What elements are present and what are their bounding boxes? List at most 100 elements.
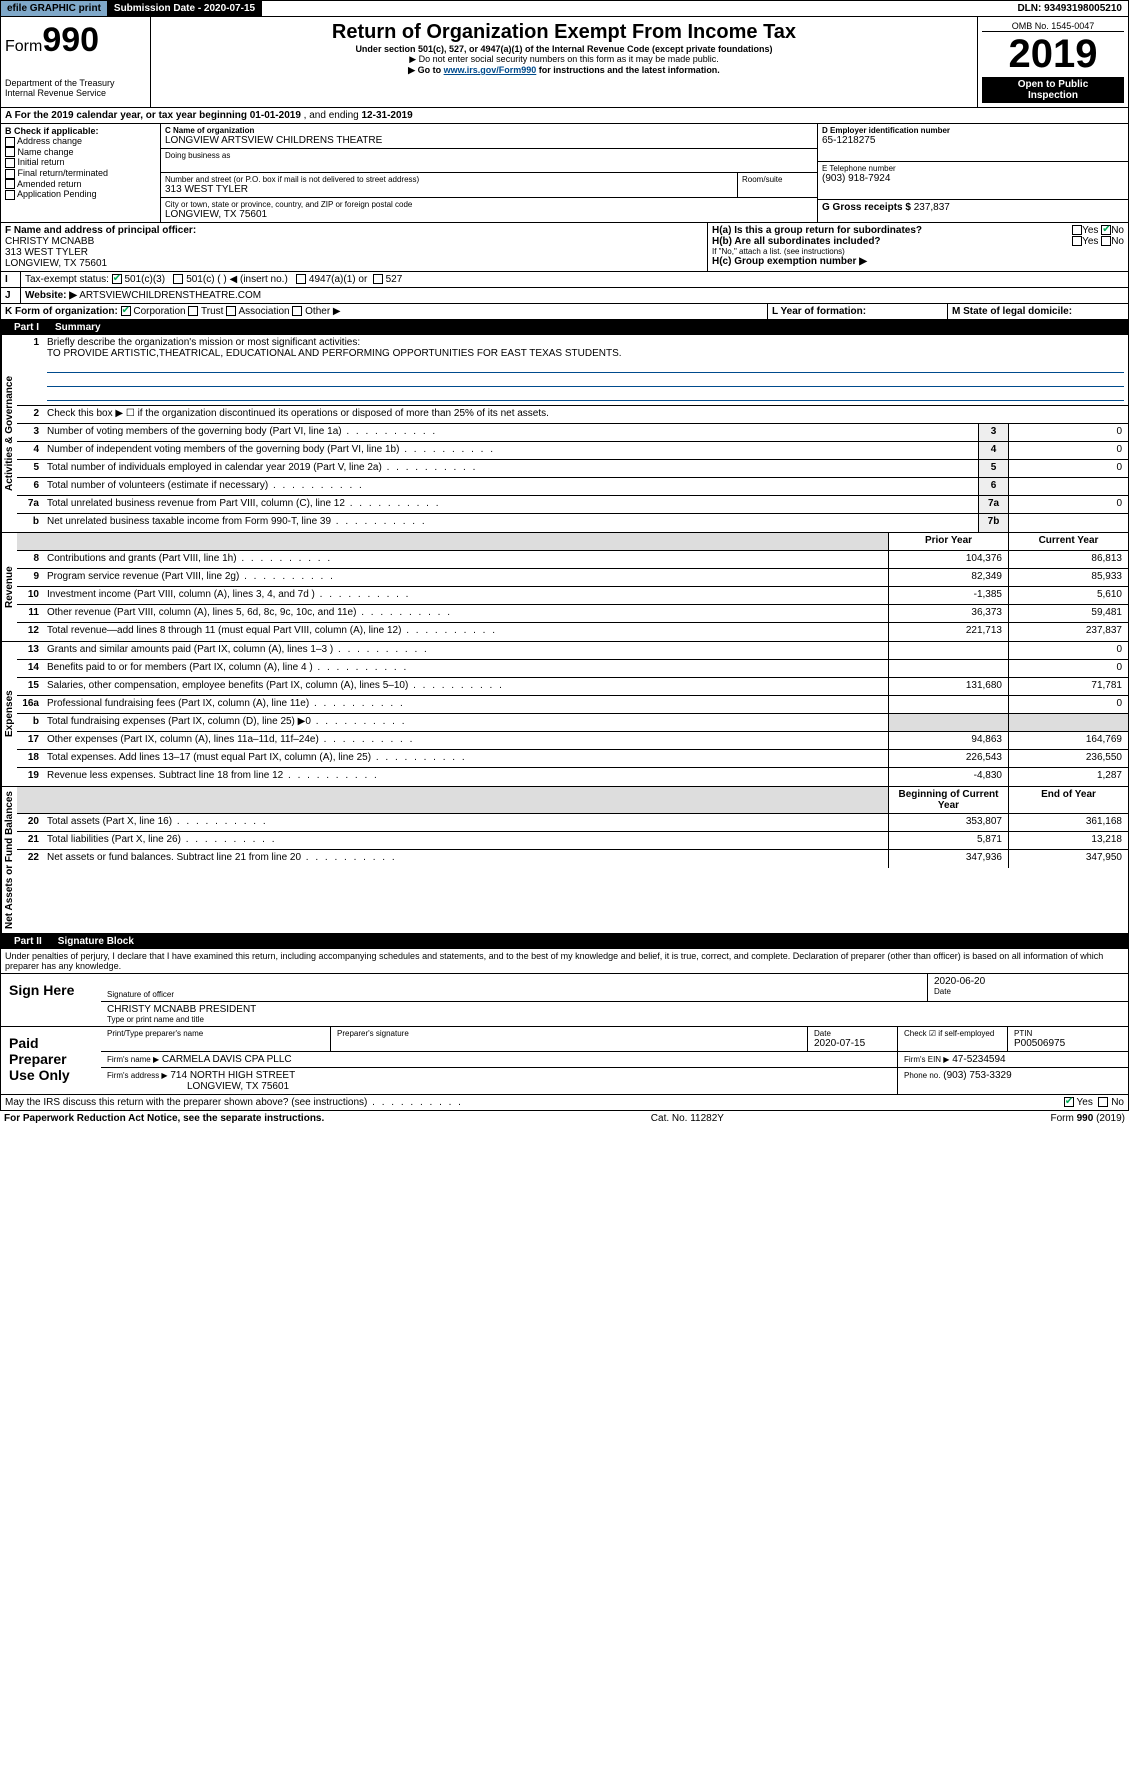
boxb-checkbox[interactable] [5,169,15,179]
current-value: 86,813 [1008,551,1128,568]
phone-cell: E Telephone number (903) 918-7924 [818,162,1128,200]
other-checkbox[interactable] [292,306,302,316]
efile-button[interactable]: efile GRAPHIC print [1,1,108,16]
prior-value: 82,349 [888,569,1008,586]
prior-value [888,660,1008,677]
form-990-label: Form990 [5,21,146,60]
city-label: City or town, state or province, country… [165,200,813,209]
prior-value: 94,863 [888,732,1008,749]
boxb-checkbox[interactable] [5,147,15,157]
trust-checkbox[interactable] [188,306,198,316]
line-16a: 16aProfessional fundraising fees (Part I… [17,696,1128,714]
hb-no-checkbox[interactable] [1101,236,1111,246]
line-value: 0 [1008,424,1128,441]
current-value: 164,769 [1008,732,1128,749]
line-num: b [17,514,43,532]
toolbar-spacer [262,7,1011,11]
ha-no-checkbox[interactable] [1101,225,1111,235]
dln-label: DLN: [1017,3,1044,14]
hb-row: H(b) Are all subordinates included? Yes … [712,236,1124,247]
boxb-checkbox[interactable] [5,137,15,147]
dln-value: 93493198005210 [1044,3,1122,14]
tax-year: 2019 [982,32,1124,77]
line-value [1008,514,1128,532]
other-label: Other ▶ [305,306,340,317]
website-value: ARTSVIEWCHILDRENSTHEATRE.COM [79,290,261,301]
firm-addr-label: Firm's address ▶ [107,1071,168,1080]
line-value: 0 [1008,460,1128,477]
prior-value: -4,830 [888,768,1008,786]
form-title-block: Return of Organization Exempt From Incom… [151,17,978,107]
gov-line-b: bNet unrelated business taxable income f… [17,514,1128,532]
line-text: Net assets or fund balances. Subtract li… [43,850,888,868]
firm-addr1: 714 NORTH HIGH STREET [170,1070,295,1081]
revenue-lines: Prior Year Current Year 8Contributions a… [17,533,1128,641]
line-text: Revenue less expenses. Subtract line 18 … [43,768,888,786]
501c3-checkbox[interactable] [112,274,122,284]
corp-label: Corporation [133,306,185,317]
line-8: 8Contributions and grants (Part VIII, li… [17,551,1128,569]
period-text: A For the 2019 calendar year, or tax yea… [1,108,1128,123]
officer-group-row: F Name and address of principal officer:… [0,223,1129,272]
line-num: 22 [17,850,43,868]
line-box: 4 [978,442,1008,459]
self-employed-cell: Check ☑ if self-employed [898,1027,1008,1051]
prior-value: 5,871 [888,832,1008,849]
line-text: Total expenses. Add lines 13–17 (must eq… [43,750,888,767]
hb-yes-checkbox[interactable] [1072,236,1082,246]
assoc-checkbox[interactable] [226,306,236,316]
form-id-block: Form990 Department of the Treasury Inter… [1,17,151,107]
current-value: 13,218 [1008,832,1128,849]
line-text: Total revenue—add lines 8 through 11 (mu… [43,623,888,641]
officer-sig-space [107,976,921,990]
vlabel-revenue: Revenue [1,533,17,641]
line-text: Other expenses (Part IX, column (A), lin… [43,732,888,749]
website-row: J Website: ▶ ARTSVIEWCHILDRENSTHEATRE.CO… [0,288,1129,304]
sign-here-label: Sign Here [1,974,101,1026]
mission-underline-2 [47,375,1124,387]
4947-checkbox[interactable] [296,274,306,284]
net-head-num [17,787,43,813]
boxb-checkbox[interactable] [5,158,15,168]
current-value: 71,781 [1008,678,1128,695]
line-10: 10Investment income (Part VIII, column (… [17,587,1128,605]
end-year-header: End of Year [1008,787,1128,813]
boxb-checkbox[interactable] [5,179,15,189]
gross-cell: G Gross receipts $ 237,837 [818,200,1128,215]
ha-yes: Yes [1082,225,1098,236]
open-public-badge: Open to Public Inspection [982,77,1124,103]
firm-phone-value: (903) 753-3329 [943,1070,1011,1081]
phone-value: (903) 918-7924 [822,173,1124,184]
501c-checkbox[interactable] [173,274,183,284]
boxb-checkbox[interactable] [5,190,15,200]
hc-label: H(c) Group exemption number ▶ [712,256,1124,267]
discuss-no-checkbox[interactable] [1098,1097,1108,1107]
line-text: Number of independent voting members of … [43,442,978,459]
ptin-cell: PTIN P00506975 [1008,1027,1128,1051]
4947-label: 4947(a)(1) or [309,274,367,285]
line-value: 0 [1008,442,1128,459]
line-text: Contributions and grants (Part VIII, lin… [43,551,888,568]
discuss-content: May the IRS discuss this return with the… [1,1095,1128,1110]
line-1: 1 Briefly describe the organization's mi… [17,335,1128,406]
irs-link[interactable]: www.irs.gov/Form990 [444,65,537,75]
prep-sig-cell: Preparer's signature [331,1027,808,1051]
current-value: 0 [1008,696,1128,713]
corp-checkbox[interactable] [121,306,131,316]
gross-value: 237,837 [914,202,950,213]
website-label: Website: ▶ [25,290,77,301]
boxb-label: Application Pending [17,189,97,199]
discuss-yes-checkbox[interactable] [1064,1097,1074,1107]
section-m: M State of legal domicile: [948,304,1128,319]
527-checkbox[interactable] [373,274,383,284]
ha-yes-checkbox[interactable] [1072,225,1082,235]
form-header: Form990 Department of the Treasury Inter… [0,17,1129,108]
line-12: 12Total revenue—add lines 8 through 11 (… [17,623,1128,641]
prior-value: 226,543 [888,750,1008,767]
form-title: Return of Organization Exempt From Incom… [155,21,973,44]
part1-name: Summary [55,322,101,333]
rev-head-num [17,533,43,550]
part1-header: Part I Summary [0,320,1129,335]
section-h: H(a) Is this a group return for subordin… [708,223,1128,271]
ha-label: H(a) Is this a group return for subordin… [712,225,922,236]
